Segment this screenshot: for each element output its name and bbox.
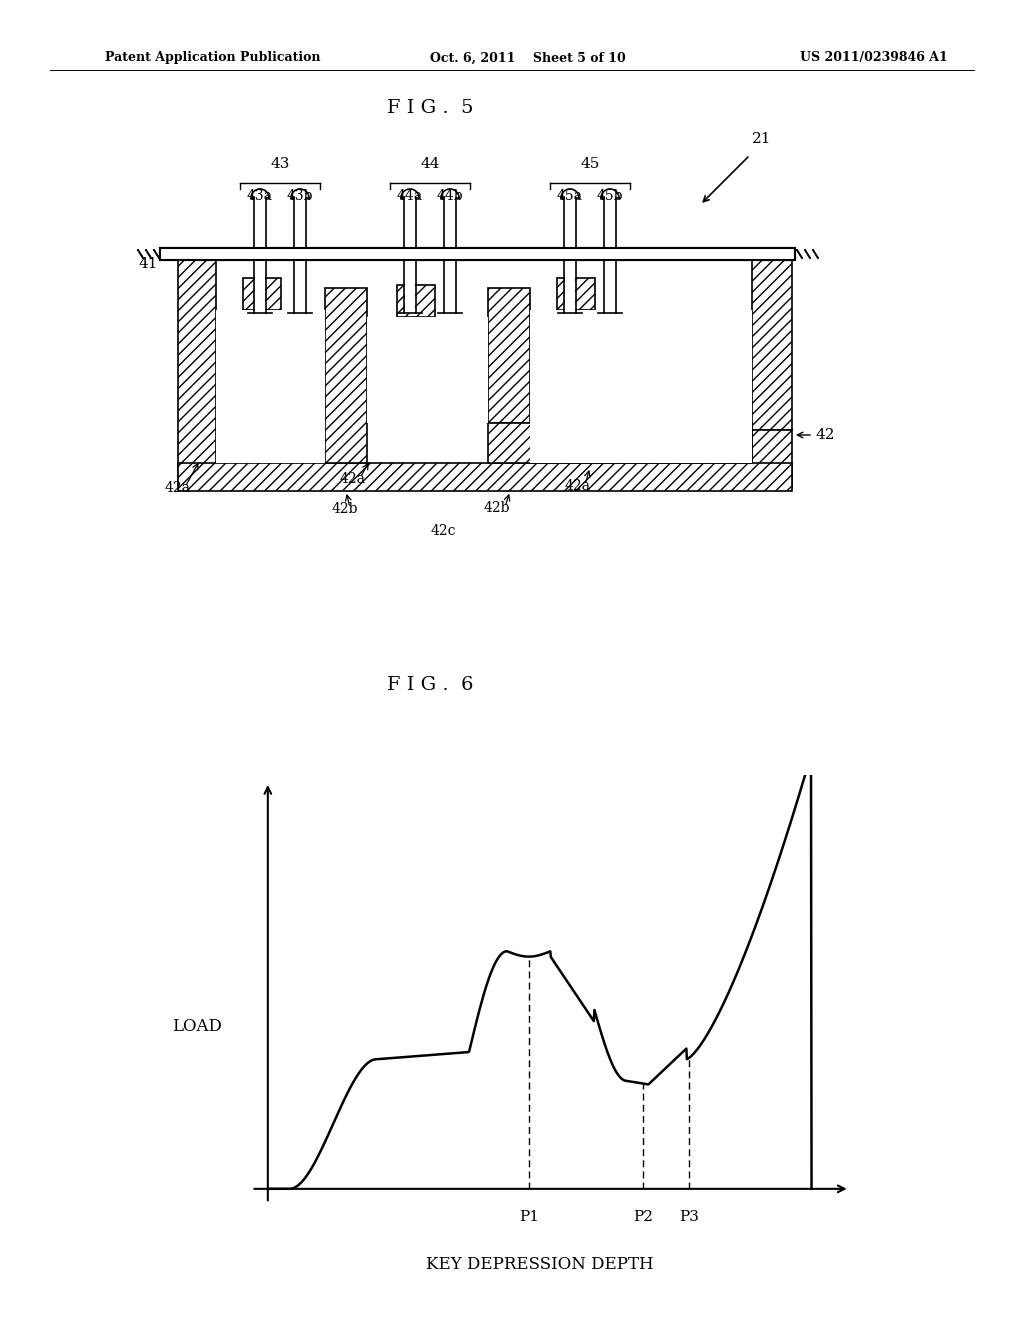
Text: F I G .  6: F I G . 6	[387, 676, 473, 694]
Bar	[565, 201, 575, 257]
Bar	[160, 248, 795, 260]
Bar	[255, 201, 265, 257]
Bar	[752, 260, 792, 430]
Text: US 2011/0239846 A1: US 2011/0239846 A1	[800, 51, 948, 65]
Text: 44b: 44b	[436, 189, 463, 203]
Text: P1: P1	[519, 1210, 539, 1224]
Bar	[530, 310, 752, 422]
Bar	[325, 288, 367, 463]
Text: KEY DEPRESSION DEPTH: KEY DEPRESSION DEPTH	[426, 1255, 653, 1272]
Text: 44: 44	[420, 157, 439, 172]
Bar	[565, 260, 575, 313]
Text: 45a: 45a	[557, 189, 583, 203]
Bar	[752, 430, 792, 488]
Bar	[557, 279, 595, 310]
Text: 42c: 42c	[430, 524, 456, 539]
Text: 42: 42	[815, 428, 835, 442]
Bar	[605, 260, 615, 313]
Bar	[488, 288, 530, 422]
Text: 42b: 42b	[332, 502, 358, 516]
Text: 45: 45	[581, 157, 600, 172]
Text: F I G .  5: F I G . 5	[387, 99, 473, 117]
Text: 41: 41	[138, 257, 158, 271]
Text: 43: 43	[270, 157, 290, 172]
Bar	[367, 317, 488, 422]
Text: Patent Application Publication: Patent Application Publication	[105, 51, 321, 65]
Bar	[178, 260, 216, 484]
Bar	[406, 201, 415, 257]
Text: 43a: 43a	[247, 189, 273, 203]
Text: 42b: 42b	[483, 502, 510, 515]
Text: 42a: 42a	[165, 480, 191, 495]
Text: P2: P2	[633, 1210, 653, 1224]
Text: LOAD: LOAD	[172, 1018, 222, 1035]
Bar	[295, 201, 305, 257]
Bar	[216, 310, 325, 463]
Text: Oct. 6, 2011    Sheet 5 of 10: Oct. 6, 2011 Sheet 5 of 10	[430, 51, 626, 65]
Text: 45b: 45b	[597, 189, 624, 203]
Bar	[160, 248, 795, 260]
Bar	[255, 260, 265, 313]
Bar	[397, 285, 435, 317]
Text: 42a: 42a	[565, 479, 591, 492]
Bar	[445, 201, 455, 257]
Text: 43b: 43b	[287, 189, 313, 203]
Text: 44a: 44a	[397, 189, 423, 203]
Text: 21: 21	[753, 132, 772, 147]
Bar	[295, 260, 305, 313]
Bar	[605, 201, 615, 257]
Bar	[445, 260, 455, 313]
Text: 42a: 42a	[340, 473, 366, 486]
Bar	[178, 463, 792, 491]
Bar	[488, 422, 752, 463]
Bar	[243, 279, 281, 310]
Text: P3: P3	[679, 1210, 699, 1224]
Bar	[406, 260, 415, 313]
Bar	[530, 422, 752, 463]
